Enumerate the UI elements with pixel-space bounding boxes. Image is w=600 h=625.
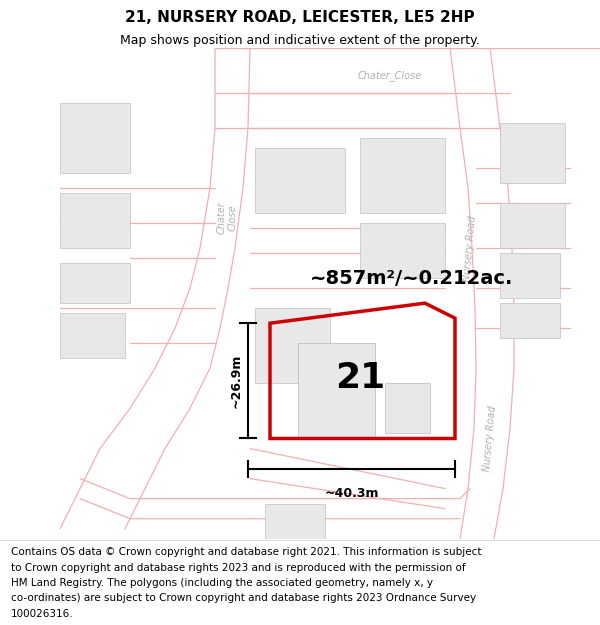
Text: co-ordinates) are subject to Crown copyright and database rights 2023 Ordnance S: co-ordinates) are subject to Crown copyr… bbox=[11, 593, 476, 603]
Text: Nursery Road: Nursery Road bbox=[482, 405, 498, 472]
Polygon shape bbox=[298, 343, 375, 439]
Text: Map shows position and indicative extent of the property.: Map shows position and indicative extent… bbox=[120, 34, 480, 48]
Text: ~857m²/~0.212ac.: ~857m²/~0.212ac. bbox=[310, 269, 514, 288]
Polygon shape bbox=[60, 102, 130, 173]
Polygon shape bbox=[255, 148, 345, 213]
Text: Nursery Road: Nursery Road bbox=[462, 214, 478, 281]
Polygon shape bbox=[60, 263, 130, 303]
Text: 21, NURSERY ROAD, LEICESTER, LE5 2HP: 21, NURSERY ROAD, LEICESTER, LE5 2HP bbox=[125, 9, 475, 24]
Text: Chater
Close: Chater Close bbox=[216, 201, 238, 234]
Polygon shape bbox=[385, 383, 430, 434]
Polygon shape bbox=[500, 122, 565, 183]
Polygon shape bbox=[60, 313, 125, 358]
Polygon shape bbox=[60, 193, 130, 248]
Polygon shape bbox=[265, 504, 325, 539]
Text: to Crown copyright and database rights 2023 and is reproduced with the permissio: to Crown copyright and database rights 2… bbox=[11, 562, 466, 572]
Text: ~26.9m: ~26.9m bbox=[230, 354, 243, 408]
Polygon shape bbox=[255, 308, 330, 383]
Text: 21: 21 bbox=[335, 361, 385, 396]
Text: Chater_Close: Chater_Close bbox=[358, 70, 422, 81]
Polygon shape bbox=[360, 138, 445, 213]
Polygon shape bbox=[500, 303, 560, 338]
Text: HM Land Registry. The polygons (including the associated geometry, namely x, y: HM Land Registry. The polygons (includin… bbox=[11, 578, 433, 588]
Polygon shape bbox=[500, 203, 565, 248]
Text: 100026316.: 100026316. bbox=[11, 609, 73, 619]
Text: ~40.3m: ~40.3m bbox=[324, 487, 379, 499]
Polygon shape bbox=[500, 253, 560, 298]
Polygon shape bbox=[360, 223, 445, 278]
Text: Contains OS data © Crown copyright and database right 2021. This information is : Contains OS data © Crown copyright and d… bbox=[11, 548, 481, 558]
